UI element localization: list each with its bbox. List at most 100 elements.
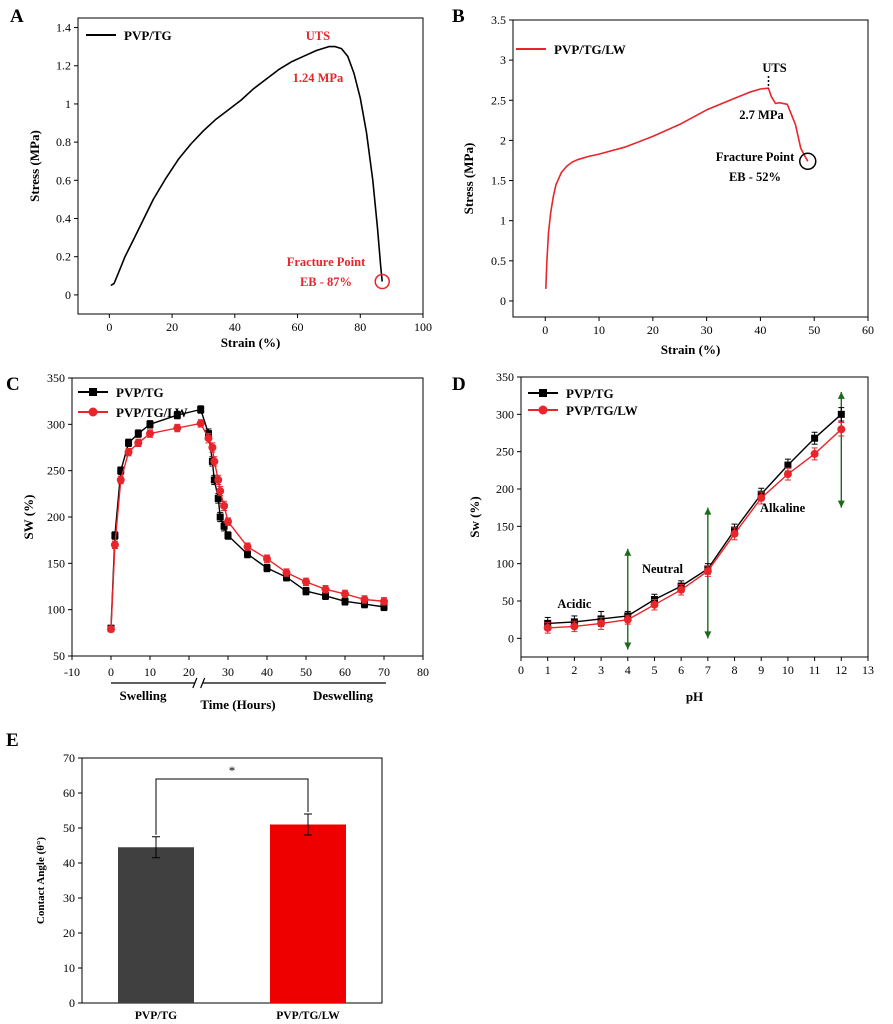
- elongation-label: EB - 52%: [729, 170, 781, 184]
- x-tick-label: 0: [106, 320, 112, 334]
- data-point-1: [243, 542, 252, 551]
- x-tick-label: 11: [809, 663, 821, 677]
- uts-value: 2.7 MPa: [739, 108, 784, 122]
- fracture-point-circle: [799, 152, 817, 171]
- x-tick-label: 80: [354, 320, 366, 334]
- x-tick-label: 60: [862, 323, 874, 337]
- data-point-1: [282, 568, 291, 577]
- y-tick-label: 200: [496, 482, 514, 496]
- legend-label-1: PVP/TG/LW: [566, 403, 638, 418]
- y-tick-label: 30: [63, 891, 75, 905]
- region-arrowhead-2: [837, 391, 845, 399]
- data-point-1: [210, 457, 219, 466]
- x-tick-label: -10: [64, 665, 80, 679]
- y-tick-label: 0.6: [56, 173, 71, 187]
- y-tick-label: 50: [63, 821, 75, 835]
- y-tick-label: 2: [500, 133, 506, 147]
- data-point-1: [321, 585, 330, 594]
- fracture-point-circle: [374, 273, 390, 290]
- a-plot-frame: [77, 17, 424, 315]
- uts-label: UTS: [762, 61, 786, 75]
- series-line-1: [547, 428, 842, 629]
- data-point-0: [837, 410, 845, 418]
- fracture-point-label: Fracture Point: [287, 255, 366, 269]
- y-tick-label: 150: [47, 556, 65, 570]
- data-point-1: [360, 595, 369, 604]
- data-point-1: [623, 615, 632, 624]
- b-plot-frame: [512, 19, 869, 318]
- x-tick-label: 0: [108, 665, 114, 679]
- x-tick-label: 9: [758, 663, 764, 677]
- y-tick-label: 0: [65, 288, 71, 302]
- data-point-1: [302, 577, 310, 586]
- data-point-1: [214, 475, 223, 484]
- phase-label-swelling: Swelling: [120, 688, 167, 703]
- x-tick-label: 3: [598, 663, 604, 677]
- y-tick-label: 0: [500, 294, 506, 308]
- x-axis-label: pH: [686, 689, 703, 704]
- x-tick-label: 5: [651, 663, 657, 677]
- x-axis-label: Time (Hours): [200, 697, 275, 712]
- data-point-0: [214, 494, 222, 502]
- data-point-1: [124, 448, 133, 457]
- data-point-1: [810, 449, 819, 458]
- data-point-0: [263, 564, 271, 572]
- y-tick-label: 2.5: [491, 93, 506, 107]
- data-point-1: [110, 540, 119, 549]
- category-label-0: PVP/TG: [135, 1010, 177, 1022]
- y-axis-label: Stress (MPa): [461, 143, 476, 215]
- category-label-1: PVP/TG/LW: [276, 1010, 340, 1022]
- legend-label-0: PVP/TG/LW: [554, 42, 626, 57]
- stress-strain-curve: [110, 45, 383, 287]
- region-arrowhead-1: [704, 507, 712, 515]
- x-tick-label: 20: [166, 320, 178, 334]
- x-tick-label: 10: [593, 323, 605, 337]
- data-point-1: [703, 567, 712, 576]
- data-point-1: [116, 475, 125, 484]
- legend-label-0: PVP/TG: [124, 28, 172, 43]
- data-point-1: [107, 625, 115, 634]
- region-label-neutral: Neutral: [642, 562, 683, 576]
- x-tick-label: 20: [183, 665, 195, 679]
- x-tick-label: 10: [782, 663, 794, 677]
- panel-a-letter: A: [10, 6, 24, 27]
- bar-1: [270, 824, 346, 1003]
- region-arrowhead-1: [704, 631, 712, 639]
- panel-c-letter: C: [6, 374, 20, 395]
- legend-marker-0: [89, 388, 97, 396]
- data-point-1: [216, 487, 225, 496]
- e-plot-frame: [81, 757, 383, 1004]
- x-tick-label: 0: [542, 323, 548, 337]
- stress-strain-curve: [545, 87, 809, 289]
- uts-label: UTS: [306, 29, 330, 43]
- data-point-1: [650, 600, 659, 609]
- y-tick-label: 0.5: [491, 254, 506, 268]
- data-point-1: [220, 501, 229, 510]
- y-tick-label: 0: [69, 996, 75, 1010]
- data-point-1: [597, 619, 606, 628]
- x-tick-label: 50: [808, 323, 820, 337]
- data-point-0: [224, 532, 232, 540]
- x-tick-label: 30: [701, 323, 713, 337]
- x-tick-label: 8: [732, 663, 738, 677]
- data-point-1: [783, 470, 792, 479]
- x-tick-label: 40: [229, 320, 241, 334]
- x-tick-label: 40: [754, 323, 766, 337]
- data-point-1: [570, 622, 579, 631]
- x-tick-label: 70: [378, 665, 390, 679]
- y-tick-label: 3.5: [491, 13, 506, 27]
- x-tick-label: 80: [417, 665, 429, 679]
- data-point-0: [784, 461, 792, 469]
- data-point-0: [341, 597, 349, 605]
- uts-value: 1.24 MPa: [293, 71, 344, 85]
- y-tick-label: 300: [47, 417, 65, 431]
- data-point-0: [117, 467, 125, 475]
- data-point-0: [361, 600, 368, 608]
- axis-break-mark: [192, 677, 198, 689]
- series-line-0: [547, 413, 842, 625]
- data-point-1: [208, 443, 217, 452]
- y-tick-label: 0.4: [56, 212, 71, 226]
- x-axis-label: Strain (%): [661, 342, 721, 357]
- x-tick-label: 40: [261, 665, 273, 679]
- panel-d-letter: D: [452, 374, 466, 395]
